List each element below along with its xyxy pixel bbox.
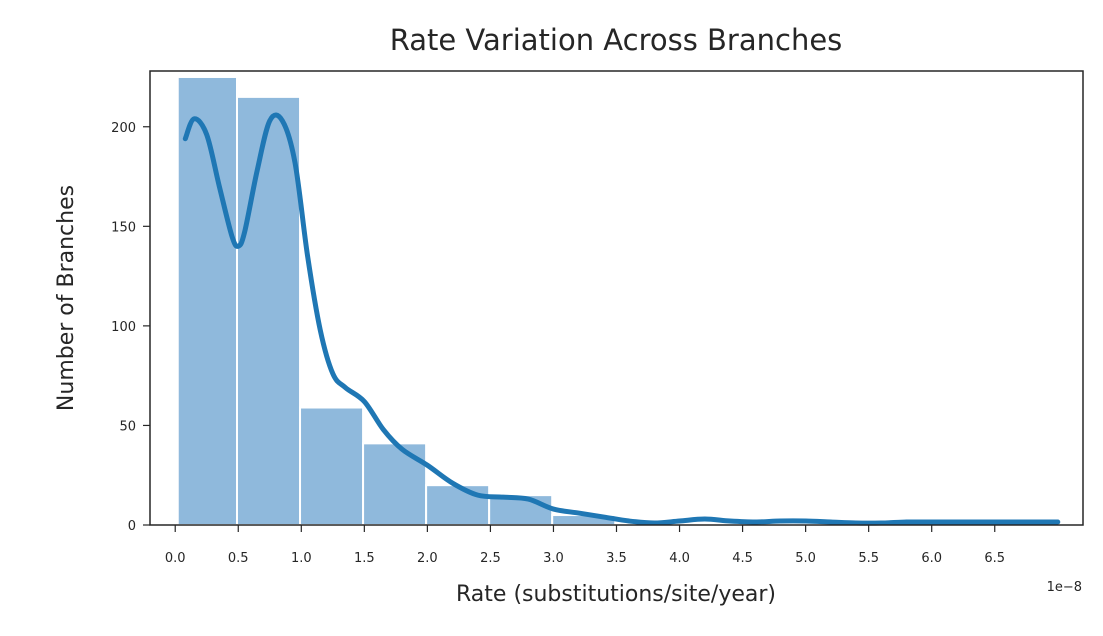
y-axis-title: Number of Branches (54, 185, 79, 411)
kde-curve (182, 112, 1061, 526)
y-tick-label: 0 (128, 519, 136, 534)
histogram-bar-0 (176, 75, 238, 526)
x-tick-label: 3.0 (543, 551, 564, 566)
histogram-bar-2 (299, 406, 365, 526)
y-tick-label: 50 (119, 419, 136, 434)
x-tick-label: 5.0 (795, 551, 816, 566)
bars-layer (176, 75, 617, 527)
y-tick-label: 200 (111, 121, 136, 136)
x-tick-label: 6.5 (984, 551, 1005, 566)
x-tick-label: 5.5 (858, 551, 879, 566)
y-ticks: 0 50 100 150 200 (111, 121, 150, 534)
x-axis-offset-label: 1e−8 (1047, 580, 1082, 595)
curve-layer (182, 112, 1061, 526)
x-tick-label: 1.5 (354, 551, 375, 566)
y-tick-label: 150 (111, 220, 136, 235)
chart-title: Rate Variation Across Branches (390, 23, 843, 57)
x-tick-label: 4.0 (669, 551, 690, 566)
histogram-bar-1 (235, 95, 302, 527)
x-tick-label: 2.5 (480, 551, 501, 566)
histogram-bar-3 (362, 442, 428, 526)
x-tick-label: 2.0 (417, 551, 438, 566)
x-tick-label: 0.5 (228, 551, 249, 566)
x-ticks: 0.0 0.5 1.0 1.5 2.0 2.5 3.0 3.5 4.0 4.5 5.0 5.5 6.0 6… (165, 525, 1005, 566)
y-tick-label: 100 (111, 320, 136, 335)
x-tick-label: 4.5 (732, 551, 753, 566)
x-tick-label: 6.0 (921, 551, 942, 566)
x-tick-label: 0.0 (165, 551, 186, 566)
histogram-bar-4 (425, 484, 491, 527)
x-axis-title: Rate (substitutions/site/year) (456, 582, 776, 607)
x-tick-label: 1.0 (291, 551, 312, 566)
x-tick-label: 3.5 (606, 551, 627, 566)
